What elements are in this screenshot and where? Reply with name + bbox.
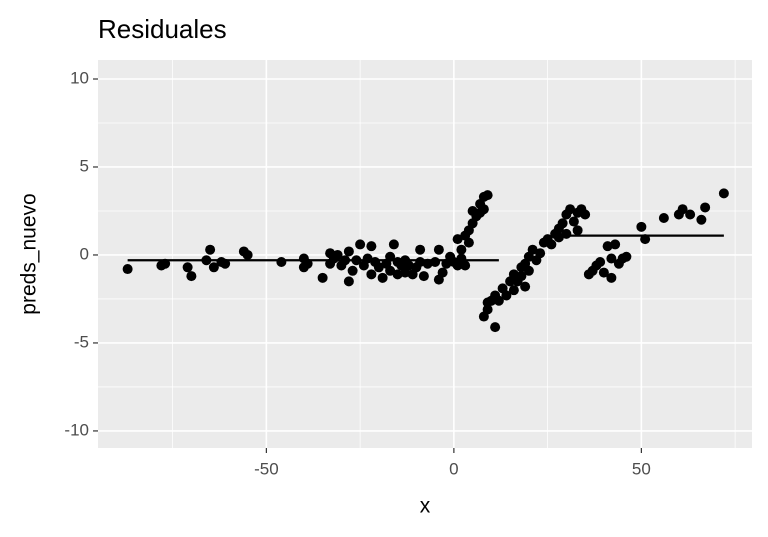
y-tick-label: 10	[70, 68, 89, 87]
point	[201, 255, 212, 266]
point	[422, 258, 433, 269]
point	[561, 228, 572, 239]
point	[553, 232, 564, 243]
point	[677, 204, 688, 215]
point	[501, 290, 512, 301]
point	[340, 255, 351, 266]
point	[366, 241, 377, 252]
point	[685, 209, 696, 220]
point	[437, 267, 448, 278]
point	[572, 225, 583, 236]
y-tick-label: 5	[80, 156, 89, 175]
point	[343, 246, 354, 257]
chart-title: Residuales	[98, 14, 227, 44]
point	[523, 265, 534, 276]
point	[490, 322, 501, 333]
point	[385, 251, 396, 262]
point	[478, 204, 489, 215]
point	[493, 295, 504, 306]
point	[392, 269, 403, 280]
point	[433, 244, 444, 255]
point	[366, 269, 377, 280]
point	[362, 253, 373, 264]
point	[182, 262, 193, 273]
point	[658, 213, 669, 224]
point	[205, 244, 216, 255]
point	[385, 265, 396, 276]
point	[527, 244, 538, 255]
point	[580, 209, 591, 220]
point	[415, 244, 426, 255]
x-axis-label: x	[420, 495, 431, 518]
point	[508, 285, 519, 296]
point	[242, 249, 253, 260]
point	[220, 258, 231, 269]
point	[160, 258, 171, 269]
point	[606, 272, 617, 283]
point	[276, 257, 287, 268]
point	[403, 260, 414, 271]
point	[640, 234, 651, 245]
point	[718, 188, 729, 199]
point	[377, 272, 388, 283]
point	[535, 248, 546, 259]
point	[186, 271, 197, 282]
point	[565, 204, 576, 215]
point	[546, 239, 557, 250]
point	[636, 221, 647, 232]
x-tick-label: 50	[632, 459, 651, 478]
point	[418, 271, 429, 282]
point	[317, 272, 328, 283]
point	[460, 260, 471, 271]
point	[388, 239, 399, 250]
x-tick-label: -50	[254, 459, 279, 478]
point	[696, 214, 707, 225]
point	[700, 202, 711, 213]
point	[351, 255, 362, 266]
y-tick-label: -10	[64, 420, 89, 439]
panel	[98, 60, 752, 448]
point	[602, 241, 613, 252]
point	[482, 190, 493, 201]
point	[332, 249, 343, 260]
point	[606, 253, 617, 264]
point	[598, 267, 609, 278]
point	[208, 262, 219, 273]
point	[557, 218, 568, 229]
y-tick-label: 0	[80, 244, 89, 263]
point	[610, 239, 621, 250]
point	[302, 258, 313, 269]
point	[456, 244, 467, 255]
point	[373, 262, 384, 273]
point	[430, 257, 441, 268]
x-tick-label: 0	[449, 459, 458, 478]
y-axis-label: preds_nuevo	[18, 193, 41, 314]
point	[516, 271, 527, 282]
point	[463, 237, 474, 248]
point	[415, 257, 426, 268]
point	[520, 281, 531, 292]
point	[355, 239, 366, 250]
point	[452, 234, 463, 245]
point	[621, 251, 632, 262]
point	[347, 265, 358, 276]
y-tick-label: -5	[74, 332, 89, 351]
point	[568, 216, 579, 227]
point	[482, 304, 493, 315]
point	[343, 276, 354, 287]
point	[122, 264, 133, 275]
point	[595, 257, 606, 268]
